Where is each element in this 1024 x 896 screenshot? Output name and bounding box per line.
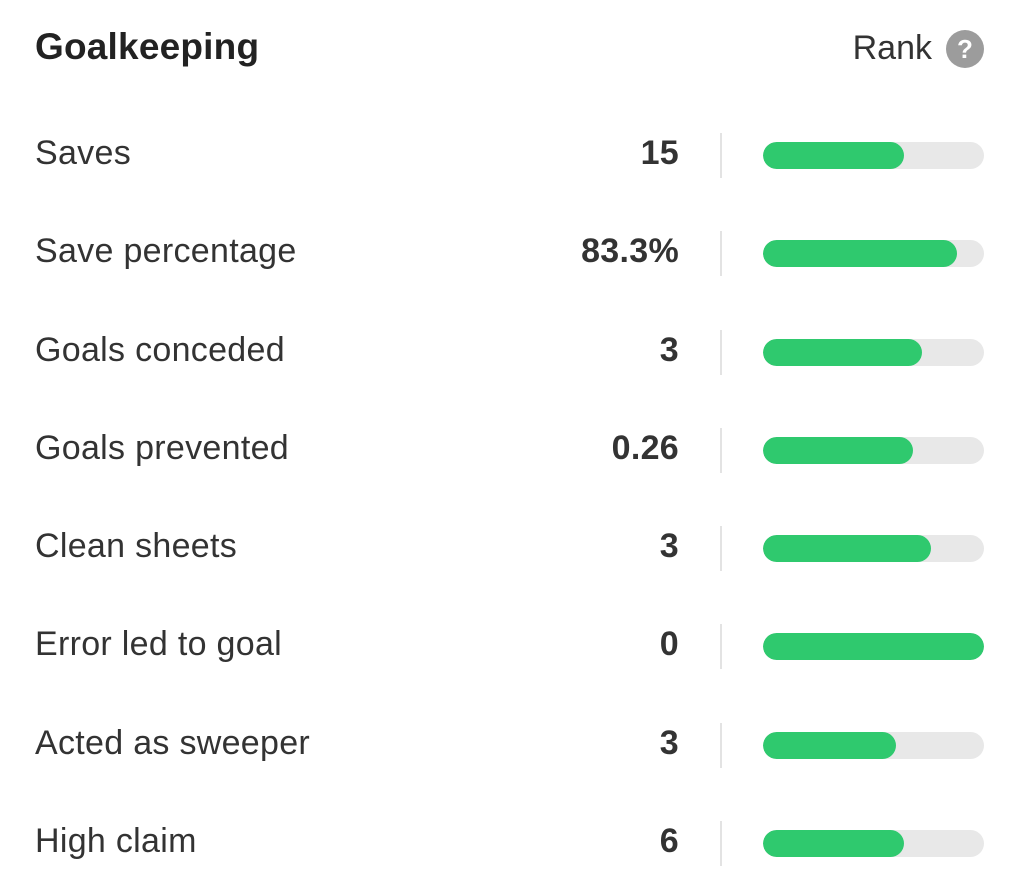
rank-bar-fill <box>763 633 984 661</box>
stat-row-high-claim: High claim 6 <box>0 794 1024 892</box>
stat-label: Save percentage <box>35 232 297 271</box>
rank-header[interactable]: Rank ? <box>853 29 984 68</box>
stat-value: 6 <box>659 822 679 861</box>
rank-bar-fill <box>763 731 896 759</box>
section-title: Goalkeeping <box>35 26 260 67</box>
stat-value: 3 <box>659 330 679 369</box>
divider <box>720 133 722 178</box>
stat-value: 15 <box>640 134 679 172</box>
section-header: Goalkeeping Rank ? <box>0 0 1024 96</box>
rank-bar <box>763 338 984 366</box>
stats-list: Saves 15 Save percentage 83.3% Goals con… <box>0 106 1024 892</box>
rank-label: Rank <box>852 29 932 67</box>
stat-label: High claim <box>35 822 197 861</box>
stat-value: 3 <box>659 723 679 762</box>
rank-bar-fill <box>763 830 905 858</box>
divider <box>720 427 722 473</box>
stat-label: Error led to goal <box>35 625 283 664</box>
stat-row-save-percentage: Save percentage 83.3% <box>0 204 1024 302</box>
rank-bar <box>763 240 984 268</box>
rank-bar-fill <box>763 142 905 169</box>
stat-label: Goals conceded <box>35 330 285 369</box>
divider <box>720 624 722 670</box>
stat-row-error-led-to-goal: Error led to goal 0 <box>0 597 1024 695</box>
rank-bar <box>763 830 984 858</box>
stat-row-clean-sheets: Clean sheets 3 <box>0 499 1024 597</box>
rank-bar <box>763 436 984 464</box>
divider <box>720 231 722 277</box>
stat-label: Clean sheets <box>35 527 238 566</box>
rank-bar-fill <box>763 436 914 464</box>
rank-bar-fill <box>763 338 923 366</box>
rank-bar <box>763 142 984 169</box>
stat-row-saves: Saves 15 <box>0 106 1024 204</box>
stat-value: 0.26 <box>611 428 679 467</box>
stat-value: 3 <box>659 527 679 566</box>
stat-label: Goals prevented <box>35 428 289 467</box>
stat-label: Acted as sweeper <box>35 723 311 762</box>
rank-bar-fill <box>763 240 958 268</box>
stat-row-acted-as-sweeper: Acted as sweeper 3 <box>0 696 1024 794</box>
divider <box>720 722 722 768</box>
rank-bar <box>763 633 984 661</box>
stat-row-goals-prevented: Goals prevented 0.26 <box>0 401 1024 499</box>
help-icon[interactable]: ? <box>946 29 984 68</box>
divider <box>720 821 722 867</box>
stat-value: 83.3% <box>581 232 679 271</box>
rank-bar-fill <box>763 535 931 563</box>
stat-label: Saves <box>35 134 131 172</box>
stat-row-goals-conceded: Goals conceded 3 <box>0 303 1024 401</box>
stat-value: 0 <box>659 625 679 664</box>
divider <box>720 329 722 375</box>
divider <box>720 526 722 572</box>
rank-bar <box>763 731 984 759</box>
rank-bar <box>763 535 984 563</box>
